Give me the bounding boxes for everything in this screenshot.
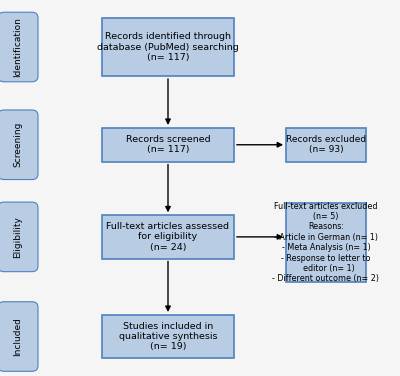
FancyBboxPatch shape	[286, 128, 366, 162]
Text: Identification: Identification	[14, 17, 22, 77]
Text: Full-text articles excluded
(n= 5)
Reasons:
- Article in German (n= 1)
- Meta An: Full-text articles excluded (n= 5) Reaso…	[272, 202, 380, 284]
FancyBboxPatch shape	[0, 202, 38, 271]
Text: Full-text articles assessed
for eligibility
(n= 24): Full-text articles assessed for eligibil…	[106, 222, 230, 252]
Text: Studies included in
qualitative synthesis
(n= 19): Studies included in qualitative synthesi…	[119, 321, 217, 352]
FancyBboxPatch shape	[102, 18, 234, 76]
FancyBboxPatch shape	[102, 315, 234, 358]
FancyBboxPatch shape	[0, 12, 38, 82]
Text: Records identified through
database (PubMed) searching
(n= 117): Records identified through database (Pub…	[97, 32, 239, 62]
Text: Eligibility: Eligibility	[14, 216, 22, 258]
FancyBboxPatch shape	[0, 110, 38, 180]
Text: Records excluded
(n= 93): Records excluded (n= 93)	[286, 135, 366, 155]
FancyBboxPatch shape	[102, 128, 234, 162]
Text: Screening: Screening	[14, 122, 22, 167]
FancyBboxPatch shape	[102, 215, 234, 259]
Text: Included: Included	[14, 317, 22, 356]
FancyBboxPatch shape	[0, 302, 38, 371]
FancyBboxPatch shape	[286, 203, 366, 282]
Text: Records screened
(n= 117): Records screened (n= 117)	[126, 135, 210, 155]
